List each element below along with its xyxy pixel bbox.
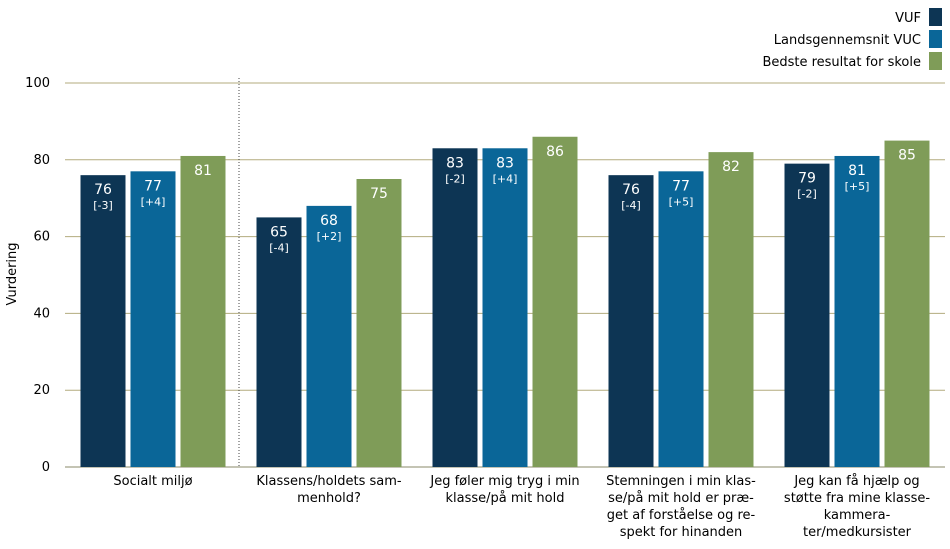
bar-diff-label: [+4] — [141, 195, 166, 208]
bar — [834, 155, 880, 467]
bar-diff-label: [-4] — [269, 241, 289, 254]
legend: VUF Landsgennemsnit VUC Bedste resultat fo… — [762, 8, 942, 70]
bar — [708, 152, 754, 467]
x-category-label: spekt for hinanden — [620, 525, 743, 540]
y-tick-label: 20 — [33, 383, 50, 398]
y-tick-label: 60 — [33, 230, 50, 245]
y-axis-title: Vurdering — [5, 242, 20, 305]
bar-value-label: 76 — [622, 182, 640, 198]
x-category-label: se/på mit hold er præ- — [608, 491, 754, 506]
x-axis-categories: Socialt miljø Klassens/holdets sam-menhol… — [113, 474, 930, 540]
bar-value-label: 83 — [496, 155, 514, 171]
bar-value-label: 81 — [194, 163, 212, 179]
legend-swatch — [929, 8, 942, 26]
bar-value-label: 82 — [722, 159, 740, 175]
bar-value-label: 68 — [320, 213, 338, 229]
bar — [356, 179, 402, 467]
bar — [608, 175, 654, 467]
bar — [306, 205, 352, 467]
y-tick-label: 40 — [33, 306, 50, 321]
bar-value-label: 65 — [270, 224, 288, 240]
bar-diff-label: [-4] — [621, 199, 641, 212]
bar-value-label: 83 — [446, 155, 464, 171]
bars — [80, 136, 930, 467]
y-tick-label: 0 — [42, 460, 50, 475]
x-category-label: støtte fra mine klasse- — [784, 491, 930, 506]
bar — [80, 175, 126, 467]
bar — [180, 155, 226, 467]
bar-value-label: 75 — [370, 186, 388, 202]
bar — [130, 171, 176, 467]
y-tick-label: 100 — [25, 76, 50, 91]
legend-swatch — [929, 52, 942, 70]
bar — [784, 163, 830, 467]
bar — [532, 136, 578, 467]
bar — [884, 140, 930, 467]
bar-value-label: 76 — [94, 182, 112, 198]
bar-value-label: 85 — [898, 148, 916, 164]
legend-label: Landsgennemsnit VUC — [774, 33, 921, 48]
bar — [256, 217, 302, 467]
bar-value-label: 79 — [798, 171, 816, 187]
x-category-label: Socialt miljø — [113, 474, 192, 489]
legend-label: Bedste resultat for skole — [762, 55, 921, 70]
bar — [432, 148, 478, 467]
x-category-label: Jeg kan få hjælp og — [793, 474, 919, 489]
legend-swatch — [929, 30, 942, 48]
x-category-label: ter/medkursister — [803, 525, 912, 540]
bar-diff-label: [+2] — [317, 230, 342, 243]
y-axis-ticks: 0 20 40 60 80 100 — [25, 76, 50, 475]
bar-value-label: 77 — [672, 178, 690, 194]
x-category-label: menhold? — [297, 491, 361, 506]
data-labels: 76[-3]77[+4]8165[-4]68[+2]7583[-2]83[+4]… — [93, 144, 916, 255]
bar — [658, 171, 704, 467]
bar-diff-label: [+5] — [845, 180, 870, 193]
y-tick-label: 80 — [33, 153, 50, 168]
legend-label: VUF — [895, 11, 921, 26]
bar-diff-label: [-2] — [797, 188, 817, 201]
x-category-label: Klassens/holdets sam- — [256, 474, 401, 489]
bar — [482, 148, 528, 467]
x-category-label: get af forståelse og re- — [607, 508, 756, 523]
bar-diff-label: [+4] — [493, 172, 518, 185]
bar-diff-label: [+5] — [669, 195, 694, 208]
bar-value-label: 86 — [546, 144, 564, 160]
bar-diff-label: [-2] — [445, 172, 465, 185]
bar-diff-label: [-3] — [93, 199, 113, 212]
x-category-label: klasse/på mit hold — [446, 491, 565, 506]
x-category-label: Stemningen i min klas- — [606, 474, 756, 489]
x-category-label: kammera- — [824, 508, 891, 523]
bar-value-label: 81 — [848, 163, 866, 179]
x-category-label: Jeg føler mig tryg i min — [429, 474, 579, 489]
bar-value-label: 77 — [144, 178, 162, 194]
